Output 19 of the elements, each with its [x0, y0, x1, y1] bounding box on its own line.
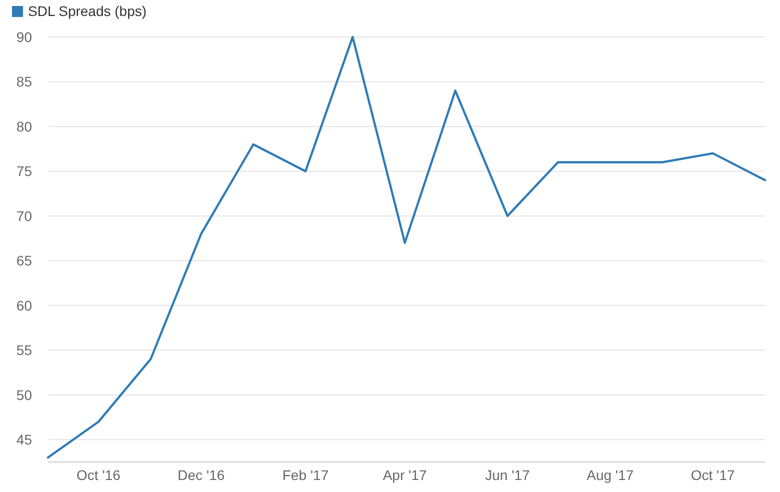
x-tick-label: Oct '16	[76, 467, 121, 483]
y-tick-label: 50	[16, 386, 32, 403]
y-tick-label: 75	[16, 163, 32, 180]
y-tick-label: 45	[16, 432, 32, 448]
y-tick-label: 70	[16, 208, 32, 224]
y-tick-label: 55	[16, 342, 32, 358]
line-series	[46, 36, 766, 459]
y-tick-label: 80	[16, 118, 32, 134]
y-tick-label: 85	[16, 74, 32, 90]
legend-label: SDL Spreads (bps)	[28, 3, 147, 19]
x-tick-label: Apr '17	[382, 467, 427, 483]
y-tick-label: 65	[16, 252, 32, 269]
x-tick-label: Aug '17	[586, 467, 634, 483]
x-tick-label: Oct '17	[690, 467, 735, 483]
x-tick-label: Feb '17	[282, 467, 329, 483]
y-tick-label: 90	[16, 28, 32, 45]
x-tick-label: Dec '16	[178, 467, 225, 483]
y-tick-label: 60	[16, 297, 32, 314]
x-tick-label: Jun '17	[485, 467, 530, 483]
